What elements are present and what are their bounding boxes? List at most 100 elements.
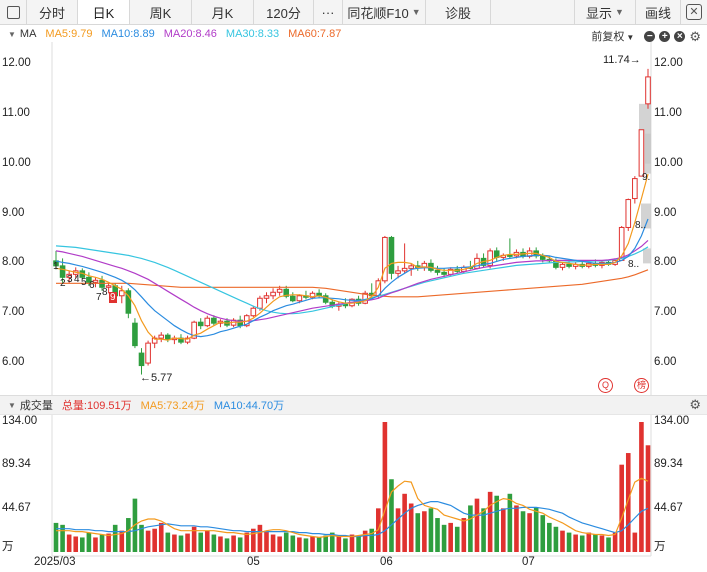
wave-marker: 2: [60, 278, 66, 289]
candle-body: [428, 262, 434, 271]
ma60-line: [56, 269, 649, 298]
candle-body: [355, 298, 362, 304]
volume-profile-bar: [645, 133, 651, 164]
volume-bar: [422, 511, 427, 552]
volume-bar: [119, 530, 125, 552]
collapse-triangle-icon[interactable]: ▼: [8, 400, 16, 410]
wave-marker: 6: [89, 280, 95, 291]
volume-tick-yl: 89.34: [2, 458, 31, 471]
ma20-value: MA20:8.46: [163, 28, 217, 40]
candle-body: [375, 280, 382, 297]
volume-bar: [251, 528, 256, 552]
ma20-line: [55, 239, 649, 322]
tab-3[interactable]: 月K: [192, 0, 254, 24]
candle-body: [263, 295, 270, 299]
volume-bar: [474, 498, 480, 552]
candle-body: [474, 257, 480, 269]
candle-body: [118, 290, 125, 297]
volume-ma10-line: [56, 501, 649, 538]
price-tick-yl: 11.00: [2, 106, 30, 119]
price-tick-yr: 11.00: [654, 106, 682, 119]
candle-body: [276, 288, 283, 293]
gear-icon[interactable]: ⚙: [689, 28, 701, 44]
volume-tick-yr: 134.00: [654, 415, 690, 427]
volume-bar: [593, 534, 598, 552]
volume-bar: [73, 536, 79, 552]
chevron-down-icon: ▼: [626, 33, 635, 42]
tab-6[interactable]: 同花顺F10 ▼: [343, 0, 426, 24]
ma60-value: MA60:7.87: [288, 28, 342, 40]
candle-body: [546, 258, 553, 262]
volume-bar: [533, 507, 539, 552]
volume-bar: [329, 532, 335, 552]
adjust-mode-dropdown[interactable]: 前复权 ▼: [591, 28, 634, 44]
volume-bar: [191, 526, 197, 552]
volume-bar: [178, 535, 184, 552]
candle-body: [184, 337, 191, 343]
collapse-triangle-icon[interactable]: ▼: [8, 29, 16, 39]
tab-1[interactable]: 日K: [78, 0, 130, 24]
square-icon: [6, 5, 20, 19]
candle-body: [572, 263, 579, 267]
candle-body: [539, 255, 546, 260]
volume-bar: [507, 493, 513, 552]
volume-bar: [244, 532, 250, 552]
candle-body: [329, 301, 336, 307]
close-circle-icon[interactable]: ×: [674, 30, 686, 42]
volume-bar: [257, 524, 263, 552]
volume-bar: [198, 532, 204, 552]
tab-label: 120分: [266, 5, 301, 21]
tab-5[interactable]: ···: [314, 0, 343, 24]
candle-body: [612, 259, 618, 265]
tab-2[interactable]: 周K: [130, 0, 192, 24]
volume-bar: [53, 522, 59, 552]
volume-bar: [487, 491, 493, 552]
q-badge[interactable]: Q: [598, 378, 613, 393]
candle-body: [243, 315, 250, 327]
ma-label: MA: [19, 28, 37, 40]
wave-marker: 8: [102, 287, 108, 298]
tab-label: 月K: [211, 5, 234, 21]
tab-0[interactable]: 分时: [27, 0, 78, 24]
display-dropdown[interactable]: 显示 ▼: [574, 0, 636, 24]
candle-body: [592, 262, 599, 266]
candle-body: [171, 337, 178, 341]
minus-circle-icon[interactable]: −: [644, 30, 656, 42]
candle-body: [322, 295, 329, 303]
volume-bar: [553, 526, 559, 552]
candle-body: [151, 337, 158, 344]
ma30-line: [55, 245, 649, 315]
candle-body: [138, 352, 145, 367]
candle-body: [520, 251, 526, 257]
low-price-value: 5.77: [151, 372, 173, 384]
tab-7[interactable]: 诊股: [426, 0, 491, 24]
candle-body: [296, 295, 303, 302]
sidebar-toggle-button[interactable]: [0, 0, 27, 24]
candle-body: [480, 257, 487, 266]
plus-circle-icon[interactable]: +: [659, 30, 671, 42]
volume-bar: [573, 534, 578, 552]
candle-body: [217, 320, 224, 324]
volume-bar: [376, 508, 381, 552]
volume-legend: ▼ 成交量 总量:109.51万 MA5:73.24万 MA10:44.70万 …: [0, 396, 707, 414]
volume-bar: [625, 453, 631, 552]
candle-body: [513, 251, 520, 257]
volume-bar: [323, 535, 328, 552]
volume-bar: [66, 534, 72, 552]
volume-bar: [632, 532, 638, 552]
volume-bar: [290, 535, 296, 552]
gear-icon[interactable]: ⚙: [689, 397, 701, 412]
tab-label: 周K: [149, 5, 172, 21]
ma-tag-3: 8..: [628, 259, 640, 270]
tab-4[interactable]: 120分: [254, 0, 314, 24]
volume-bar: [540, 515, 546, 552]
draw-line-button[interactable]: 画线: [636, 0, 681, 24]
volume-bar: [382, 422, 388, 552]
volume-tick-yr: 89.34: [654, 458, 683, 471]
candle-body: [434, 269, 441, 273]
close-button[interactable]: ✕: [681, 0, 707, 24]
candle-body: [388, 236, 395, 274]
candle-body: [125, 290, 132, 314]
rank-badge[interactable]: 榜: [634, 378, 649, 393]
